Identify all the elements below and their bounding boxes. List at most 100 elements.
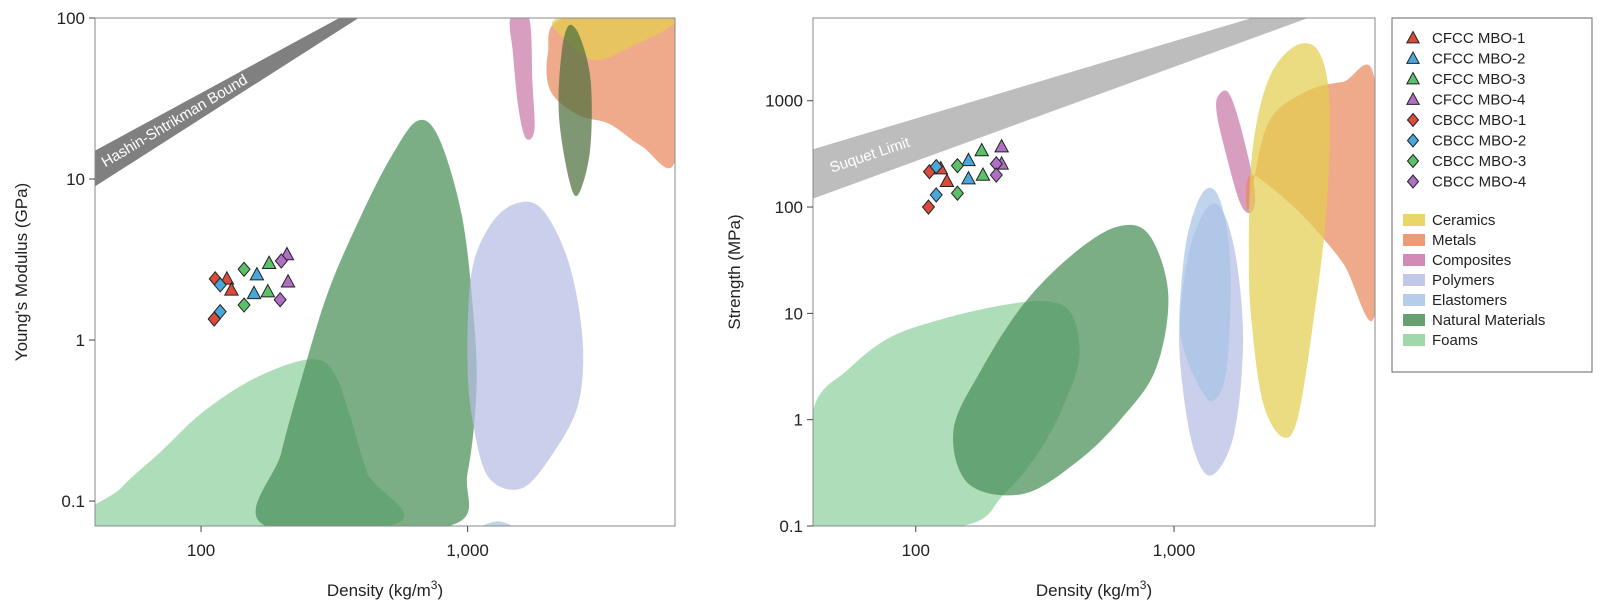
legend-marker-cbcc-mbo-4 bbox=[1406, 174, 1420, 189]
material-regions bbox=[813, 43, 1375, 526]
legend-items: CFCC MBO-1 CFCC MBO-2 CFCC MBO-3 CFCC MBO-4… bbox=[1403, 30, 1545, 349]
region-natural-materials bbox=[953, 224, 1169, 496]
legend-label: CBCC MBO-2 bbox=[1432, 133, 1526, 150]
point-cbcc-mbo-2 bbox=[213, 303, 227, 320]
point-cfcc-mbo-3 bbox=[974, 142, 990, 157]
point-cbcc-mbo-3 bbox=[950, 157, 965, 174]
x-axis-label: Density (kg/m3) bbox=[327, 578, 443, 600]
y-tick-label: 100 bbox=[57, 9, 85, 28]
band-hashin-shtrikman-bound bbox=[95, 18, 359, 187]
point-cfcc-mbo-1 bbox=[223, 281, 239, 296]
point-cfcc-mbo-2 bbox=[249, 266, 265, 281]
point-cfcc-mbo-3 bbox=[260, 283, 276, 298]
legend-label: Elastomers bbox=[1432, 292, 1507, 309]
point-cbcc-mbo-3 bbox=[950, 185, 965, 201]
x-tick-label: 100 bbox=[902, 541, 930, 560]
legend-marker-cfcc-mbo-2 bbox=[1405, 50, 1421, 64]
point-cfcc-mbo-2 bbox=[960, 152, 976, 167]
point-cbcc-mbo-1 bbox=[921, 199, 936, 215]
y-tick-label: 10 bbox=[784, 304, 803, 323]
point-cbcc-mbo-2 bbox=[213, 277, 227, 293]
legend-label: CFCC MBO-1 bbox=[1432, 30, 1525, 47]
legend-marker-cfcc-mbo-4 bbox=[1405, 91, 1421, 105]
legend-marker-cbcc-mbo-2 bbox=[1406, 133, 1420, 148]
y-tick-label: 1 bbox=[794, 411, 803, 430]
region-natural-materials-dense bbox=[558, 24, 592, 197]
y-axis-label: Young's Modulus (GPa) bbox=[12, 183, 31, 361]
point-cbcc-mbo-3 bbox=[237, 261, 251, 278]
region-polymers bbox=[467, 201, 584, 490]
legend-swatch-natural-materials bbox=[1403, 314, 1425, 326]
legend-swatch-ceramics bbox=[1403, 214, 1425, 226]
data-points bbox=[207, 246, 296, 327]
point-cfcc-mbo-3 bbox=[975, 166, 991, 181]
band-label: Hashin-Shtrikman Bound bbox=[99, 71, 251, 171]
axis-ticks: 100 1,000 0.1 1 10 100 1000 bbox=[765, 92, 1195, 560]
legend-swatch-foams bbox=[1403, 334, 1425, 346]
x-tick-label: 1,000 bbox=[446, 541, 489, 560]
point-cbcc-mbo-4 bbox=[274, 253, 288, 269]
legend-marker-cfcc-mbo-3 bbox=[1405, 71, 1421, 85]
legend-label: CFCC MBO-2 bbox=[1432, 51, 1525, 68]
point-cfcc-mbo-1 bbox=[939, 173, 955, 187]
point-cfcc-mbo-1 bbox=[219, 270, 235, 285]
x-tick-label: 100 bbox=[187, 541, 215, 560]
legend-swatch-polymers bbox=[1403, 274, 1425, 286]
point-cbcc-mbo-3 bbox=[237, 297, 251, 313]
legend-label: CFCC MBO-4 bbox=[1432, 92, 1525, 109]
band-suquet-limit bbox=[813, 18, 1308, 199]
point-cfcc-mbo-3 bbox=[261, 255, 277, 269]
legend-marker-cfcc-mbo-1 bbox=[1405, 30, 1421, 44]
y-tick-label: 0.1 bbox=[61, 492, 85, 511]
plot-frame bbox=[94, 17, 676, 527]
legend-label: CBCC MBO-4 bbox=[1432, 174, 1526, 191]
legend-label: CFCC MBO-3 bbox=[1432, 71, 1525, 88]
point-cbcc-mbo-4 bbox=[273, 291, 287, 308]
y-tick-label: 10 bbox=[66, 170, 85, 189]
point-cfcc-mbo-4 bbox=[994, 138, 1010, 153]
material-regions bbox=[95, 18, 675, 526]
region-elastomers bbox=[483, 521, 511, 526]
y-tick-label: 1 bbox=[76, 331, 85, 350]
point-cfcc-mbo-2 bbox=[246, 285, 262, 300]
legend-swatch-metals bbox=[1403, 234, 1425, 246]
x-tick-label: 1,000 bbox=[1153, 541, 1196, 560]
legend-label: Foams bbox=[1432, 332, 1478, 349]
x-axis-label: Density (kg/m3) bbox=[1036, 578, 1152, 600]
legend-swatch-elastomers bbox=[1403, 294, 1425, 306]
region-ceramics bbox=[1248, 43, 1331, 438]
point-cbcc-mbo-2 bbox=[929, 158, 943, 175]
point-cbcc-mbo-2 bbox=[929, 187, 943, 203]
y-axis-label: Strength (MPa) bbox=[725, 214, 744, 329]
plot-frame bbox=[812, 17, 1376, 527]
strength-chart: Suquet Limit 100 1,000 0.1 1 10 100 1000 Densi… bbox=[725, 17, 1376, 600]
bound-band: Suquet Limit bbox=[813, 18, 1308, 199]
region-elastomers bbox=[1179, 187, 1231, 402]
legend-label: CBCC MBO-3 bbox=[1432, 153, 1526, 170]
region-composites bbox=[509, 18, 535, 140]
region-composites bbox=[1216, 90, 1256, 214]
legend-label: CBCC MBO-1 bbox=[1432, 112, 1526, 129]
legend-label: Natural Materials bbox=[1432, 312, 1545, 329]
legend: CFCC MBO-1 CFCC MBO-2 CFCC MBO-3 CFCC MBO-4… bbox=[1391, 17, 1593, 373]
data-points bbox=[921, 138, 1010, 215]
y-tick-label: 0.1 bbox=[779, 517, 803, 536]
axis-ticks: 100 1,000 0.1 1 10 100 bbox=[57, 9, 489, 560]
region-natural-materials bbox=[255, 120, 477, 526]
point-cfcc-mbo-4 bbox=[280, 273, 296, 288]
bound-band: Hashin-Shtrikman Bound bbox=[95, 18, 359, 187]
youngs-modulus-chart: Hashin-Shtrikman Bound 100 1,0000.1110100… bbox=[12, 9, 676, 600]
legend-marker-cbcc-mbo-1 bbox=[1406, 112, 1420, 128]
legend-label: Metals bbox=[1432, 232, 1476, 249]
point-cbcc-mbo-4 bbox=[989, 167, 1003, 183]
legend-marker-cbcc-mbo-3 bbox=[1406, 153, 1420, 169]
point-cfcc-mbo-2 bbox=[960, 170, 976, 185]
legend-swatch-composites bbox=[1403, 254, 1425, 266]
y-tick-label: 100 bbox=[775, 198, 803, 217]
legend-label: Ceramics bbox=[1432, 212, 1495, 229]
legend-label: Polymers bbox=[1432, 272, 1495, 289]
y-tick-label: 1000 bbox=[765, 92, 803, 111]
legend-label: Composites bbox=[1432, 252, 1511, 269]
legend-box bbox=[1391, 17, 1593, 373]
